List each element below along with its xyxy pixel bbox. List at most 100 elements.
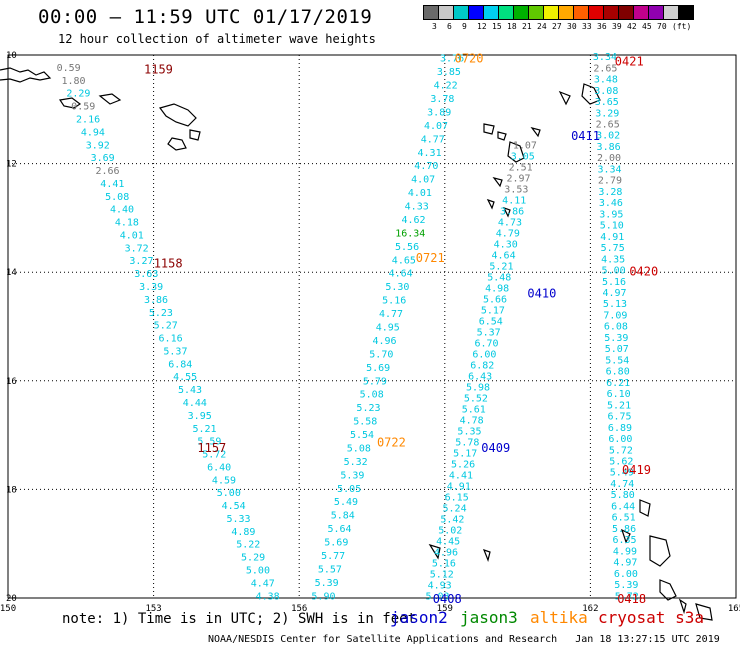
legend-altika: altika — [530, 608, 588, 627]
page-title: 00:00 – 11:59 UTC 01/17/2019 — [38, 6, 373, 28]
swh-value-label: 3.95 — [188, 411, 212, 422]
swh-value-label: 5.21 — [607, 400, 631, 411]
pass-time-label: 0720 — [455, 52, 484, 66]
caroline-islands-west-outline — [158, 103, 197, 127]
swh-value-label: 2.00 — [597, 153, 621, 164]
swh-value-label: 3.95 — [599, 209, 623, 220]
swh-value-label: 4.30 — [494, 240, 518, 251]
swh-value-label: 5.07 — [605, 344, 629, 355]
swh-value-label: 5.54 — [350, 430, 374, 441]
marshall-islands-outline — [649, 535, 671, 567]
footer-credit: NOAA/NESDIS Center for Satellite Applica… — [208, 634, 720, 645]
latitude-tick-label: 16 — [6, 377, 17, 387]
longitude-tick-label: 165 — [728, 604, 740, 614]
longitude-tick-label: 156 — [291, 604, 307, 614]
color-scale-tick: 27 — [552, 22, 562, 31]
swh-value-label: 6.21 — [606, 378, 630, 389]
pass-time-label: 0421 — [615, 54, 644, 68]
swh-value-label: 3.78 — [430, 94, 454, 105]
longitude-tick-label: 153 — [145, 604, 161, 614]
swh-value-label: 4.41 — [100, 179, 124, 190]
color-scale-tick: 24 — [537, 22, 547, 31]
swh-value-label: 5.26 — [451, 459, 475, 470]
swh-value-label: 4.44 — [183, 398, 207, 409]
marshall-islands-outline — [695, 603, 713, 621]
pass-time-label: 0410 — [527, 286, 556, 300]
marshall-islands-outline — [482, 549, 491, 562]
swh-value-label: 4.64 — [389, 269, 413, 280]
swh-value-label: 3.53 — [504, 185, 528, 196]
caroline-islands-central-outline — [486, 198, 495, 210]
swh-value-label: 5.16 — [602, 277, 626, 288]
swh-value-label: 1.07 — [513, 141, 537, 152]
swh-value-label: 4.96 — [373, 336, 397, 347]
swh-value-label: 5.21 — [489, 262, 513, 273]
swh-value-label: 4.35 — [601, 254, 625, 265]
swh-value-label: 3.65 — [595, 97, 619, 108]
swh-value-label: 6.54 — [479, 316, 503, 327]
color-scale-tick: 70 — [657, 22, 667, 31]
swh-value-label: 4.38 — [256, 591, 280, 602]
swh-value-label: 5.39 — [614, 580, 638, 591]
swh-value-label: 3.48 — [594, 75, 618, 86]
swh-value-label: 5.39 — [315, 578, 339, 589]
swh-value-label: 5.08 — [347, 443, 371, 454]
swh-value-label: 4.33 — [405, 202, 429, 213]
swh-value-label: 4.31 — [418, 148, 442, 159]
pass-time-label: 0411 — [571, 129, 600, 143]
swh-value-label: 5.72 — [202, 450, 226, 461]
pass-time-label: 0409 — [481, 441, 510, 455]
swh-value-label: 6.84 — [168, 359, 192, 370]
swh-value-label: 6.35 — [612, 535, 636, 546]
color-scale-tick: (ft) — [672, 22, 692, 31]
swh-value-label: 4.55 — [173, 372, 197, 383]
swh-value-label: 5.58 — [353, 417, 377, 428]
swh-value-label: 5.22 — [236, 540, 260, 551]
swh-value-label: 3.76 — [440, 54, 464, 65]
swh-value-label: 5.52 — [464, 393, 488, 404]
swh-value-label: 5.24 — [443, 503, 467, 514]
caroline-islands-central-outline — [483, 123, 495, 135]
swh-value-label: 3.02 — [596, 131, 620, 142]
swh-value-label: 4.45 — [436, 536, 460, 547]
marshall-islands-outline — [620, 528, 631, 544]
swh-value-label: 4.97 — [613, 558, 637, 569]
swh-value-label: 6.70 — [474, 338, 498, 349]
marshall-islands-outline — [428, 543, 441, 560]
swh-value-label: 3.89 — [427, 107, 451, 118]
swh-value-label: 4.54 — [222, 501, 246, 512]
swh-value-label: 5.08 — [105, 192, 129, 203]
swh-value-label: 4.65 — [392, 255, 416, 266]
swh-value-label: 5.61 — [462, 404, 486, 415]
swh-value-label: 5.54 — [605, 355, 629, 366]
swh-value-label: 4.07 — [424, 121, 448, 132]
legend-jason2: jason2 — [390, 608, 448, 627]
pass-time-label: 1158 — [154, 256, 183, 270]
swh-value-label: 2.29 — [66, 89, 90, 100]
swh-value-label: 3.46 — [599, 198, 623, 209]
swh-value-label: 5.30 — [385, 282, 409, 293]
caroline-islands-west-outline — [98, 93, 122, 105]
caroline-islands-central-outline — [502, 206, 511, 218]
swh-value-label: 3.69 — [91, 153, 115, 164]
swh-value-label: 4.01 — [408, 188, 432, 199]
swh-value-label: 5.43 — [178, 385, 202, 396]
swh-value-label: 5.17 — [481, 305, 505, 316]
swh-value-label: 6.15 — [445, 492, 469, 503]
pass-time-label: 1159 — [144, 63, 173, 77]
caroline-islands-west-outline — [189, 129, 201, 141]
longitude-tick-label: 162 — [582, 604, 598, 614]
swh-value-label: 3.08 — [594, 86, 618, 97]
swh-value-label: 4.62 — [401, 215, 425, 226]
swh-value-label: 5.62 — [609, 456, 633, 467]
swh-value-label: 2.79 — [598, 176, 622, 187]
swh-value-label: 2.65 — [596, 119, 620, 130]
legend-cryosat-s3a: cryosat s3a — [598, 608, 704, 627]
swh-value-label: 3.27 — [129, 256, 153, 267]
swh-value-label: 3.86 — [144, 295, 168, 306]
swh-value-label: 5.56 — [395, 242, 419, 253]
swh-value-label: 5.37 — [477, 327, 501, 338]
color-scale-tick: 18 — [507, 22, 517, 31]
